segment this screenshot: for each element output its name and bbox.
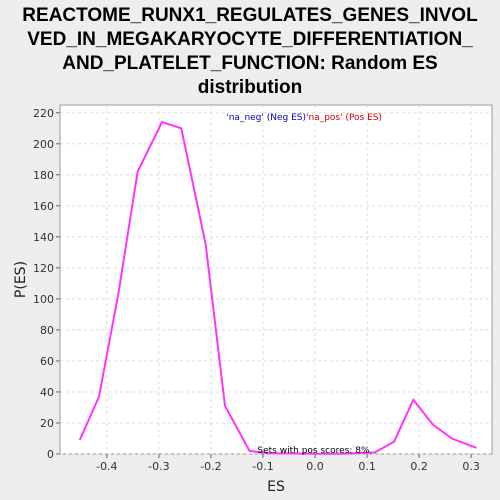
es-distribution-line <box>78 121 477 455</box>
plot-area <box>59 104 493 455</box>
y-tick-label: 160 <box>33 200 54 213</box>
y-tick-label: 20 <box>40 417 54 430</box>
x-tick-label: -0.1 <box>252 460 273 473</box>
chart-title-line: distribution <box>197 77 303 98</box>
y-tick-label: 0 <box>47 448 54 461</box>
y-tick-label: 200 <box>33 138 54 151</box>
x-axis-label: ES <box>267 479 285 495</box>
x-tick-label: 0.0 <box>306 460 324 473</box>
x-tick-label: 0.1 <box>358 460 376 473</box>
chart-title: REACTOME_RUNX1_REGULATES_GENES_INVOL VED… <box>0 4 500 100</box>
y-tick-label: 60 <box>40 355 54 368</box>
legend-entry-pos: 'na_pos' (Pos ES) <box>306 113 382 123</box>
y-tick-label: 40 <box>40 386 54 399</box>
chart-title-line: VED_IN_MEGAKARYOCYTE_DIFFERENTIATION_ <box>27 29 473 50</box>
x-tick-label: 0.3 <box>462 460 480 473</box>
legend: 'na_neg' (Neg ES) 'na_pos' (Pos ES) <box>226 113 382 123</box>
axes: -0.4 -0.3 -0.2 -0.1 0.0 0.1 0.2 0.3 0 20 40 60 80 100… <box>33 107 480 473</box>
y-tick-label: 120 <box>33 262 54 275</box>
series-layer <box>78 121 477 455</box>
legend-entry-neg: 'na_neg' (Neg ES) <box>226 113 306 123</box>
x-tick-label: -0.4 <box>96 460 117 473</box>
chart-title-line: REACTOME_RUNX1_REGULATES_GENES_INVOL <box>22 5 478 26</box>
x-tick-label: -0.2 <box>200 460 221 473</box>
y-tick-label: 220 <box>33 107 54 120</box>
pos-scores-annotation: Sets with pos scores: 8% <box>257 446 370 456</box>
x-tick-label: 0.2 <box>410 460 428 473</box>
y-tick-label: 100 <box>33 293 54 306</box>
y-axis-label: P(ES) <box>13 261 29 298</box>
y-tick-label: 180 <box>33 169 54 182</box>
y-tick-label: 140 <box>33 231 54 244</box>
x-tick-label: -0.3 <box>148 460 169 473</box>
chart-title-line: AND_PLATELET_FUNCTION: Random ES <box>62 53 438 74</box>
y-tick-label: 80 <box>40 324 54 337</box>
